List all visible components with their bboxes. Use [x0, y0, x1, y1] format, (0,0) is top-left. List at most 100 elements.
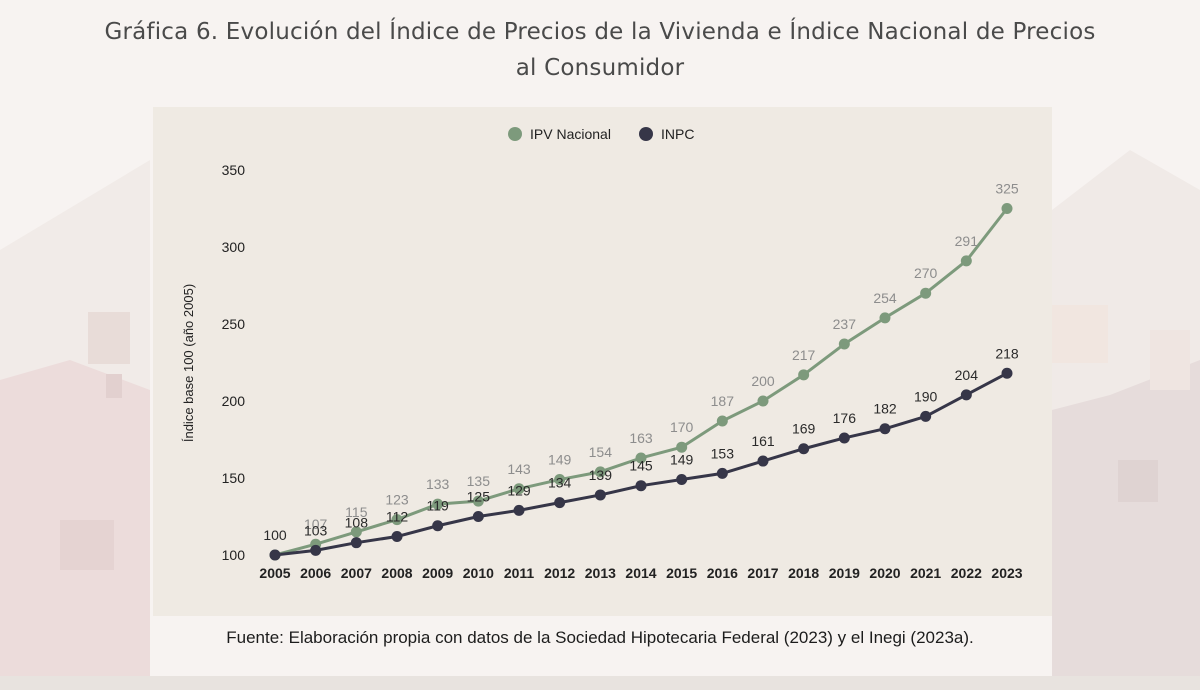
chart-title-line-1: Gráfica 6. Evolución del Índice de Preci… [104, 19, 1096, 45]
data-point-inpc [635, 480, 647, 492]
y-tick-label: 350 [222, 162, 246, 178]
chart-title: Gráfica 6. Evolución del Índice de Preci… [60, 14, 1140, 86]
chart-title-line-2: al Consumidor [515, 55, 685, 81]
data-point-ipv [594, 466, 606, 478]
x-tick-label: 2021 [910, 565, 941, 581]
x-tick-label: 2023 [991, 565, 1022, 581]
data-point-ipv [635, 452, 647, 464]
bottom-strip [0, 676, 1200, 690]
data-label-ipv: 325 [995, 181, 1019, 197]
data-label-inpc: 119 [427, 498, 450, 514]
y-tick-label: 100 [222, 547, 246, 563]
x-tick-label: 2005 [259, 565, 290, 581]
data-label-inpc: 145 [629, 458, 653, 474]
data-point-inpc [716, 467, 728, 479]
x-tick-label: 2016 [707, 565, 738, 581]
x-tick-label: 2008 [381, 565, 412, 581]
data-label-inpc: 108 [345, 515, 369, 531]
data-point-ipv [432, 498, 444, 510]
data-label-ipv: 200 [751, 373, 775, 389]
legend-label-inpc: INPC [661, 126, 694, 142]
data-label-ipv: 115 [345, 504, 368, 520]
data-point-inpc [350, 537, 362, 549]
x-tick-label: 2013 [585, 565, 616, 581]
data-point-inpc [554, 497, 566, 509]
data-label-inpc: 103 [304, 522, 328, 538]
data-label-inpc: 204 [955, 367, 979, 383]
data-point-ipv [676, 441, 688, 453]
data-point-inpc [310, 544, 322, 556]
x-tick-label: 2020 [869, 565, 900, 581]
data-label-inpc: 218 [995, 345, 1019, 361]
data-label-inpc: 129 [507, 482, 531, 498]
x-tick-label: 2014 [625, 565, 656, 581]
data-point-ipv [920, 287, 932, 299]
y-tick-label: 300 [222, 239, 246, 255]
legend-marker-inpc [639, 127, 653, 141]
y-tick-label: 250 [222, 316, 246, 332]
data-label-inpc: 149 [670, 452, 694, 468]
data-point-inpc [269, 549, 281, 561]
data-label-ipv: 163 [629, 430, 653, 446]
y-axis-label: Índice base 100 (año 2005) [181, 284, 196, 442]
data-label-ipv: 270 [914, 265, 938, 281]
legend-marker-ipv [508, 127, 522, 141]
x-tick-label: 2007 [341, 565, 372, 581]
x-tick-label: 2006 [300, 565, 331, 581]
data-point-inpc [391, 531, 403, 543]
data-point-ipv [554, 474, 566, 486]
data-point-ipv [960, 255, 972, 267]
data-label-inpc: 139 [589, 467, 613, 483]
data-point-ipv [472, 495, 484, 507]
legend-label-ipv: IPV Nacional [530, 126, 611, 142]
x-tick-label: 2022 [951, 565, 982, 581]
x-tick-label: 2018 [788, 565, 819, 581]
data-label-inpc: 190 [914, 388, 938, 404]
data-label-ipv: 254 [873, 290, 897, 306]
data-point-ipv [879, 312, 891, 324]
data-point-ipv [798, 369, 810, 381]
line-chart: IPV Nacional INPC 100 150 200 250 300 350 Índice… [181, 126, 1023, 581]
data-label-inpc: 125 [467, 489, 491, 505]
data-label-inpc: 161 [751, 433, 775, 449]
data-point-inpc [513, 504, 525, 516]
data-label-ipv: 291 [955, 233, 979, 249]
data-label-ipv: 123 [385, 492, 409, 508]
data-label-ipv: 149 [548, 452, 572, 468]
data-point-ipv [350, 526, 362, 538]
data-label-inpc: 100 [263, 527, 287, 543]
data-label-ipv: 170 [670, 419, 694, 435]
data-point-inpc [472, 511, 484, 522]
data-point-inpc [757, 455, 769, 467]
data-point-inpc [838, 432, 850, 444]
data-label-ipv: 217 [792, 347, 816, 363]
data-label-ipv: 154 [589, 444, 613, 460]
data-point-inpc [432, 520, 444, 532]
data-point-ipv [716, 415, 728, 427]
data-point-inpc [920, 410, 932, 422]
data-label-ipv: 187 [711, 393, 735, 409]
data-label-inpc: 176 [833, 410, 857, 426]
data-label-ipv: 237 [833, 316, 857, 332]
data-label-ipv: 135 [467, 473, 491, 489]
data-label-ipv: 143 [507, 461, 531, 477]
data-label-ipv: 107 [304, 516, 328, 532]
data-point-ipv [513, 483, 525, 495]
data-point-ipv [838, 338, 850, 350]
chart-panel: IPV Nacional INPC 100 150 200 250 300 350 Índice… [153, 107, 1052, 616]
x-tick-label: 2012 [544, 565, 575, 581]
data-label-ipv: 133 [426, 476, 450, 492]
data-point-inpc [594, 489, 606, 501]
data-point-inpc [676, 474, 688, 486]
data-point-inpc [1001, 367, 1013, 379]
x-tick-label: 2009 [422, 565, 453, 581]
data-label-inpc: 182 [873, 401, 897, 417]
x-tick-label: 2011 [504, 565, 535, 581]
source-note: Fuente: Elaboración propia con datos de … [226, 628, 974, 647]
x-tick-label: 2019 [829, 565, 860, 581]
data-point-inpc [879, 423, 891, 435]
x-tick-label: 2015 [666, 565, 697, 581]
data-point-ipv [391, 514, 403, 526]
x-tick-label: 2017 [747, 565, 778, 581]
